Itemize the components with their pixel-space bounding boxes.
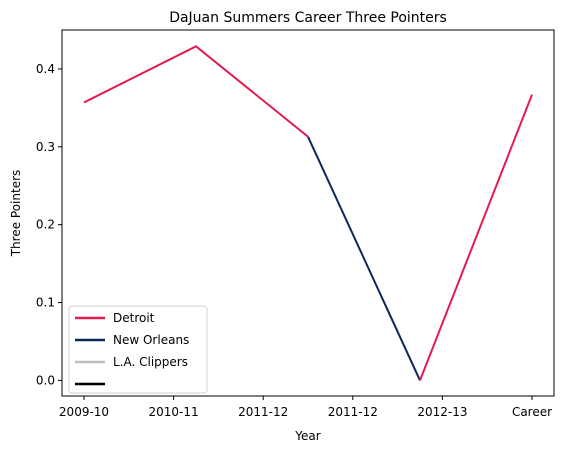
series-line-4: [419, 94, 533, 381]
y-tick-label: 0.4: [36, 62, 55, 76]
y-tick-label: 0.0: [36, 373, 55, 387]
legend-box: [68, 305, 208, 394]
y-tick-label: 0.3: [36, 140, 55, 154]
y-axis-label: Three Pointers: [9, 170, 23, 258]
plot-area: [61, 29, 555, 397]
y-tick-label: 0.2: [36, 218, 55, 232]
x-tick-label: 2011-12: [328, 405, 378, 419]
legend-label: Detroit: [113, 311, 155, 325]
chart-title: DaJuan Summers Career Three Pointers: [169, 10, 447, 26]
y-axis: 0.0 0.1 0.2 0.3 0.4: [36, 62, 62, 387]
series-line-1: [307, 136, 421, 381]
legend: Detroit New Orleans L.A. Clippers: [68, 305, 208, 394]
x-tick-label: 2010-11: [149, 405, 199, 419]
y-tick-label: 0.1: [36, 296, 55, 310]
series-line-0: [83, 45, 309, 138]
x-tick-label: 2009-10: [59, 405, 109, 419]
x-tick-label: 2011-12: [238, 405, 288, 419]
legend-label: New Orleans: [113, 333, 189, 347]
legend-label: L.A. Clippers: [113, 355, 188, 369]
x-axis-label: Year: [294, 429, 320, 443]
x-tick-label: 2012-13: [417, 405, 467, 419]
x-tick-label: Career: [512, 405, 552, 419]
series-lines: [83, 45, 533, 381]
x-axis: 2009-10 2010-11 2011-12 2011-12 2012-13 Caree…: [59, 396, 552, 419]
